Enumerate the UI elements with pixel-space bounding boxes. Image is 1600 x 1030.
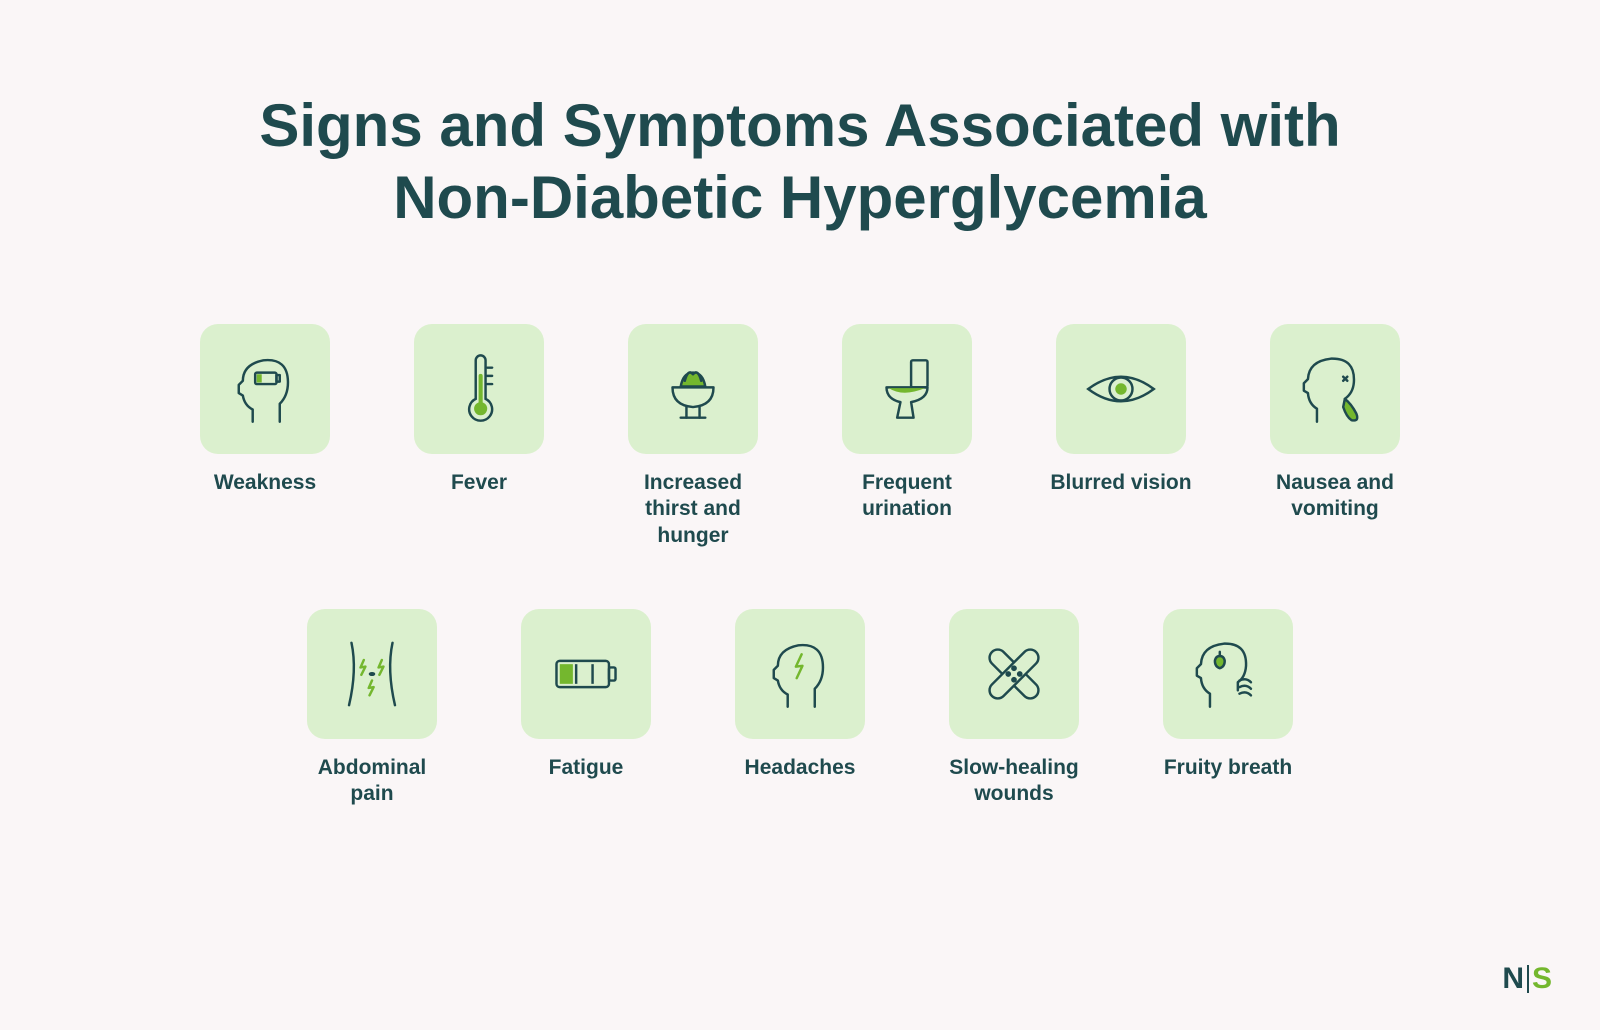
symptom-item-slow-healing: Slow-healing wounds <box>939 609 1089 808</box>
symptom-label: Slow-healing wounds <box>939 755 1089 808</box>
stomach-pain-icon <box>307 609 437 739</box>
toilet-icon <box>842 324 972 454</box>
symptom-label: Headaches <box>745 755 856 781</box>
brand-logo: N S <box>1502 962 1552 996</box>
symptom-item-nausea: Nausea and vomiting <box>1260 324 1410 549</box>
symptom-label: Nausea and vomiting <box>1260 470 1410 523</box>
symptom-label: Abdominal pain <box>297 755 447 808</box>
symptom-row: Abdominal pain Fatigue Headaches Slow-he… <box>297 609 1303 808</box>
eye-icon <box>1056 324 1186 454</box>
page-title: Signs and Symptoms Associated with Non-D… <box>200 90 1400 234</box>
head-vomit-icon <box>1270 324 1400 454</box>
logo-divider <box>1527 965 1529 993</box>
symptom-label: Increased thirst and hunger <box>618 470 768 549</box>
head-bolt-icon <box>735 609 865 739</box>
head-fruit-breath-icon <box>1163 609 1293 739</box>
symptom-label: Blurred vision <box>1050 470 1191 496</box>
symptom-item-fever: Fever <box>404 324 554 549</box>
thermometer-icon <box>414 324 544 454</box>
bandage-cross-icon <box>949 609 1079 739</box>
symptom-label: Fever <box>451 470 507 496</box>
symptom-item-abdominal-pain: Abdominal pain <box>297 609 447 808</box>
symptom-label: Weakness <box>214 470 316 496</box>
symptom-item-urination: Frequent urination <box>832 324 982 549</box>
symptom-item-thirst-hunger: Increased thirst and hunger <box>618 324 768 549</box>
food-bowl-icon <box>628 324 758 454</box>
head-low-battery-icon <box>200 324 330 454</box>
battery-low-icon <box>521 609 651 739</box>
symptom-item-headaches: Headaches <box>725 609 875 808</box>
symptom-label: Fatigue <box>549 755 624 781</box>
symptom-row: Weakness Fever Increased thirst and hung… <box>190 324 1410 549</box>
symptom-label: Frequent urination <box>832 470 982 523</box>
logo-left-letter: N <box>1502 962 1524 996</box>
symptom-item-blurred-vision: Blurred vision <box>1046 324 1196 549</box>
symptom-label: Fruity breath <box>1164 755 1292 781</box>
infographic-canvas: Signs and Symptoms Associated with Non-D… <box>0 0 1600 1030</box>
logo-right-letter: S <box>1532 962 1552 996</box>
symptom-item-weakness: Weakness <box>190 324 340 549</box>
symptom-item-fruity-breath: Fruity breath <box>1153 609 1303 808</box>
symptom-item-fatigue: Fatigue <box>511 609 661 808</box>
symptom-grid: Weakness Fever Increased thirst and hung… <box>120 324 1480 807</box>
